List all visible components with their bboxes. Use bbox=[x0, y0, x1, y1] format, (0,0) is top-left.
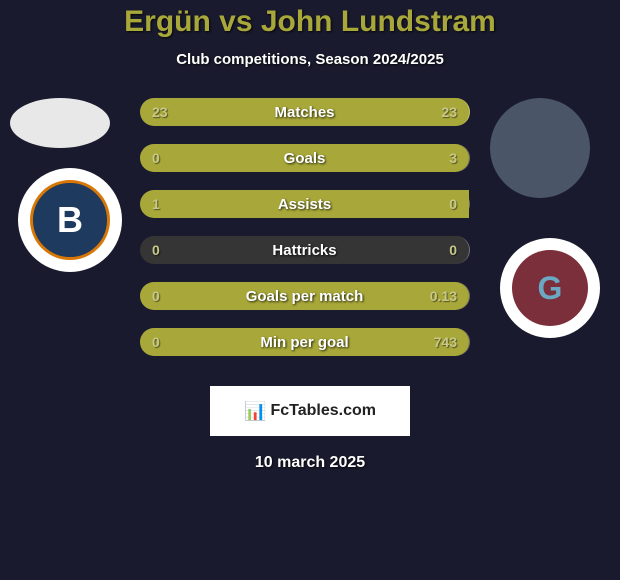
stats-list: 23 Matches 23 0 Goals 3 1 Assists 0 0 Hattricks 0 0 G… bbox=[140, 98, 470, 356]
stat-value-left: 0 bbox=[152, 288, 160, 304]
player-left-avatar bbox=[10, 98, 110, 148]
team-left-logo: B bbox=[18, 168, 122, 272]
stat-label: Min per goal bbox=[260, 334, 348, 351]
stat-value-right: 0 bbox=[449, 242, 457, 258]
stat-label: Assists bbox=[278, 196, 331, 213]
stat-value-left: 0 bbox=[152, 242, 160, 258]
stat-value-left: 0 bbox=[152, 150, 160, 166]
stat-row: 0 Hattricks 0 bbox=[140, 236, 470, 264]
stat-value-left: 1 bbox=[152, 196, 160, 212]
watermark-text: FcTables.com bbox=[270, 402, 376, 420]
stat-row: 1 Assists 0 bbox=[140, 190, 470, 218]
stat-row: 0 Min per goal 743 bbox=[140, 328, 470, 356]
stat-value-left: 0 bbox=[152, 334, 160, 350]
stat-row: 0 Goals per match 0.13 bbox=[140, 282, 470, 310]
team-left-logo-letter: B bbox=[30, 180, 110, 260]
player-right-avatar bbox=[490, 98, 590, 198]
stat-value-right: 0.13 bbox=[430, 288, 457, 304]
stat-label: Goals bbox=[284, 150, 326, 167]
page-subtitle: Club competitions, Season 2024/2025 bbox=[0, 51, 620, 68]
stat-label: Goals per match bbox=[246, 288, 364, 305]
stat-value-right: 0 bbox=[449, 196, 457, 212]
page-title: Ergün vs John Lundstram bbox=[0, 5, 620, 39]
watermark: 📊 FcTables.com bbox=[210, 386, 410, 436]
stat-label: Matches bbox=[274, 104, 334, 121]
stat-value-left: 23 bbox=[152, 104, 168, 120]
team-right-logo-letter: G bbox=[512, 250, 588, 326]
stat-row: 23 Matches 23 bbox=[140, 98, 470, 126]
date-label: 10 march 2025 bbox=[0, 454, 620, 472]
stat-row: 0 Goals 3 bbox=[140, 144, 470, 172]
stat-value-right: 23 bbox=[441, 104, 457, 120]
team-right-logo: G bbox=[500, 238, 600, 338]
stat-value-right: 3 bbox=[449, 150, 457, 166]
watermark-icon: 📊 bbox=[244, 401, 266, 422]
stat-value-right: 743 bbox=[434, 334, 457, 350]
stat-label: Hattricks bbox=[272, 242, 336, 259]
